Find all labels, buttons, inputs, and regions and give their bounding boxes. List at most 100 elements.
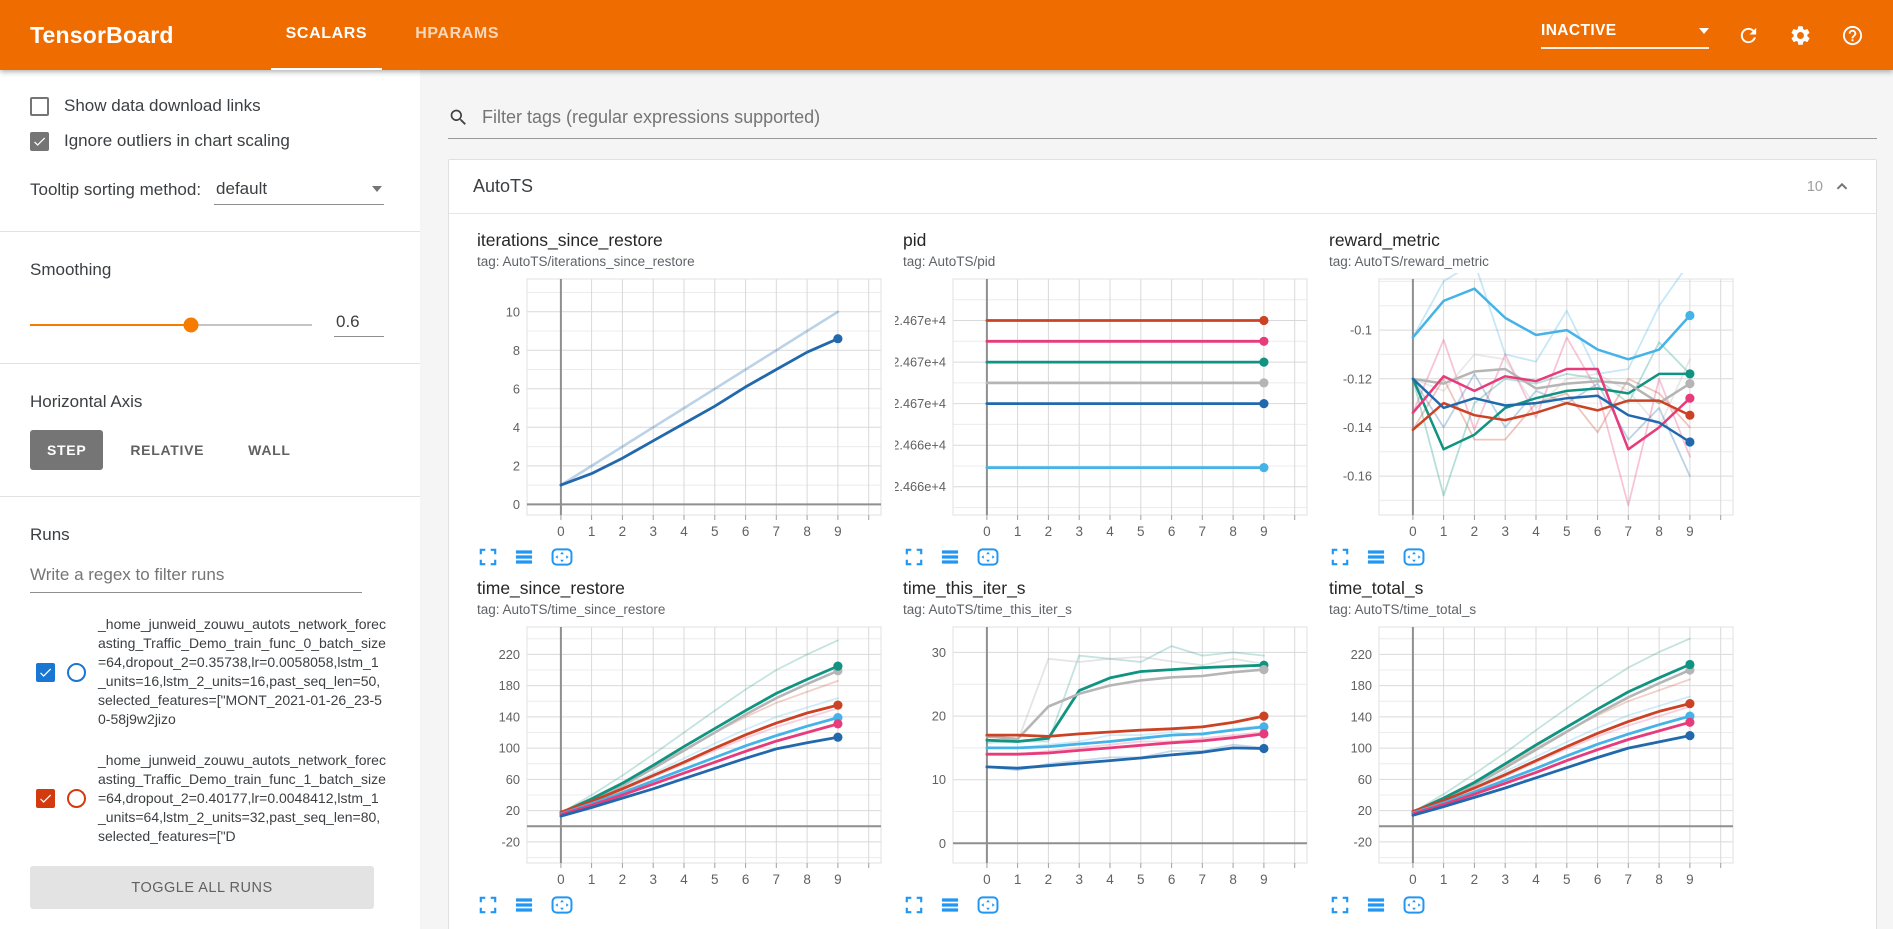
check-icon: [40, 668, 52, 677]
svg-text:180: 180: [499, 678, 520, 693]
expand-chart-button[interactable]: [1367, 548, 1385, 566]
svg-text:10: 10: [932, 772, 946, 787]
toggle-all-runs-button[interactable]: TOGGLE ALL RUNS: [30, 866, 374, 910]
refresh-icon: [1740, 27, 1756, 43]
chart-plot[interactable]: 220 180 140 100 60 20 -20 0 1 2 3 4 5 6 7 8 9: [469, 621, 891, 893]
svg-text:8: 8: [1229, 524, 1237, 539]
svg-text:1: 1: [588, 524, 596, 539]
expand-chart-button[interactable]: [941, 548, 959, 566]
svg-text:2.467e+4: 2.467e+4: [895, 313, 946, 328]
chart-plot[interactable]: -0.1 -0.12 -0.14 -0.16 0 1 2 3 4 5 6 7 8 9: [1321, 261, 1743, 545]
runs-label: Runs: [30, 525, 70, 544]
svg-text:2: 2: [1471, 872, 1479, 887]
run-solo-radio[interactable]: [67, 789, 86, 809]
ignore-outliers-row: Ignore outliers in chart scaling: [30, 131, 420, 151]
horizontal-bars-icon: [515, 550, 533, 564]
smoothing-slider[interactable]: [30, 317, 312, 332]
chart-toolbar: [895, 548, 1317, 566]
fit-domain-button[interactable]: [551, 896, 573, 914]
svg-text:8: 8: [1655, 872, 1663, 887]
axis-step-button[interactable]: STEP: [30, 430, 104, 470]
svg-text:100: 100: [499, 741, 520, 756]
fullscreen-button[interactable]: [905, 896, 923, 914]
svg-text:0: 0: [983, 872, 991, 887]
svg-text:140: 140: [499, 709, 520, 724]
fullscreen-icon: [1331, 896, 1349, 914]
runs-filter-input[interactable]: [30, 561, 362, 593]
tab-hparams[interactable]: HPARAMS: [415, 25, 500, 42]
charts-grid: iterations_since_restore tag: AutoTS/iter…: [449, 214, 1876, 929]
autots-card-header[interactable]: AutoTS 10: [449, 160, 1876, 214]
svg-text:6: 6: [1594, 524, 1602, 539]
ignore-outliers-checkbox[interactable]: [30, 131, 49, 151]
axis-wall-button[interactable]: WALL: [248, 442, 291, 458]
fullscreen-button[interactable]: [1331, 896, 1349, 914]
svg-text:220: 220: [499, 647, 520, 662]
fullscreen-button[interactable]: [479, 548, 497, 566]
svg-text:0: 0: [557, 524, 565, 539]
show-download-links-checkbox[interactable]: [30, 96, 49, 116]
chevron-up-icon[interactable]: [1832, 177, 1852, 197]
chart-tag: tag: AutoTS/time_this_iter_s: [903, 602, 1072, 617]
svg-text:4: 4: [680, 524, 688, 539]
svg-text:7: 7: [1199, 524, 1207, 539]
svg-text:4: 4: [513, 420, 520, 435]
status-dropdown[interactable]: INACTIVE: [1541, 22, 1709, 49]
horizontal-bars-icon: [515, 898, 533, 912]
fullscreen-button[interactable]: [1331, 548, 1349, 566]
expand-chart-button[interactable]: [1367, 896, 1385, 914]
svg-text:220: 220: [1351, 647, 1372, 662]
smoothing-value[interactable]: 0.6: [334, 312, 384, 337]
settings-button[interactable]: [1787, 22, 1813, 48]
chart-toolbar: [895, 896, 1317, 914]
svg-text:5: 5: [711, 524, 719, 539]
chart-toolbar: [1321, 896, 1743, 914]
expand-chart-button[interactable]: [941, 896, 959, 914]
expand-chart-button[interactable]: [515, 548, 533, 566]
fullscreen-button[interactable]: [479, 896, 497, 914]
chart-plot[interactable]: 2.467e+4 2.467e+4 2.467e+4 2.466e+4 2.466e+4…: [892, 273, 1317, 545]
svg-text:3: 3: [1501, 524, 1509, 539]
fit-domain-button[interactable]: [1403, 896, 1425, 914]
dashboard-tabs: SCALARS HPARAMS: [262, 0, 523, 70]
chart-title: iterations_since_restore: [477, 230, 663, 250]
chart-plot[interactable]: 220 180 140 100 60 20 -20 0 1 2 3 4 5 6 7 8 9: [1321, 621, 1743, 893]
run-list-item: _home_junweid_zouwu_autots_network_forec…: [36, 615, 390, 729]
run-visibility-checkbox[interactable]: [36, 662, 55, 682]
svg-text:2.466e+4: 2.466e+4: [895, 438, 946, 453]
svg-text:5: 5: [1563, 872, 1571, 887]
app-toolbar: TensorBoard SCALARS HPARAMS INACTIVE: [0, 0, 1893, 70]
svg-text:7: 7: [1625, 872, 1633, 887]
tooltip-sort-select[interactable]: default: [214, 179, 384, 205]
chart-plot[interactable]: 30 20 10 0 0 1 2 3 4 5 6 7 8 9: [895, 621, 1317, 893]
svg-text:6: 6: [513, 381, 520, 396]
horizontal-bars-icon: [941, 898, 959, 912]
smoothing-label: Smoothing: [30, 260, 112, 279]
fit-domain-button[interactable]: [1403, 548, 1425, 566]
fullscreen-button[interactable]: [905, 548, 923, 566]
svg-text:8: 8: [513, 343, 520, 358]
expand-chart-button[interactable]: [515, 896, 533, 914]
axis-relative-button[interactable]: RELATIVE: [130, 442, 205, 458]
tag-filter-input[interactable]: [480, 106, 1877, 129]
run-visibility-checkbox[interactable]: [36, 789, 55, 809]
fullscreen-icon: [1331, 548, 1349, 566]
svg-text:9: 9: [834, 524, 842, 539]
svg-text:2: 2: [619, 524, 627, 539]
svg-text:3: 3: [649, 524, 657, 539]
refresh-button[interactable]: [1735, 22, 1761, 48]
horizontal-axis-label: Horizontal Axis: [30, 392, 143, 411]
svg-text:0: 0: [939, 836, 946, 851]
fit-domain-button[interactable]: [977, 896, 999, 914]
chart-card-reward_metric: reward_metric tag: AutoTS/reward_metric -0…: [1321, 230, 1743, 566]
svg-text:4: 4: [1106, 524, 1114, 539]
svg-text:7: 7: [1625, 524, 1633, 539]
fit-domain-button[interactable]: [977, 548, 999, 566]
tab-scalars[interactable]: SCALARS: [270, 0, 383, 70]
run-solo-radio[interactable]: [67, 662, 86, 682]
fit-domain-button[interactable]: [551, 548, 573, 566]
help-button[interactable]: [1839, 22, 1865, 48]
smoothing-slider-thumb[interactable]: [183, 317, 199, 332]
chart-plot[interactable]: 10 8 6 4 2 0 0 1 2 3 4 5 6 7 8 9: [469, 273, 891, 545]
chart-card-iterations_since_restore: iterations_since_restore tag: AutoTS/iter…: [469, 230, 891, 566]
